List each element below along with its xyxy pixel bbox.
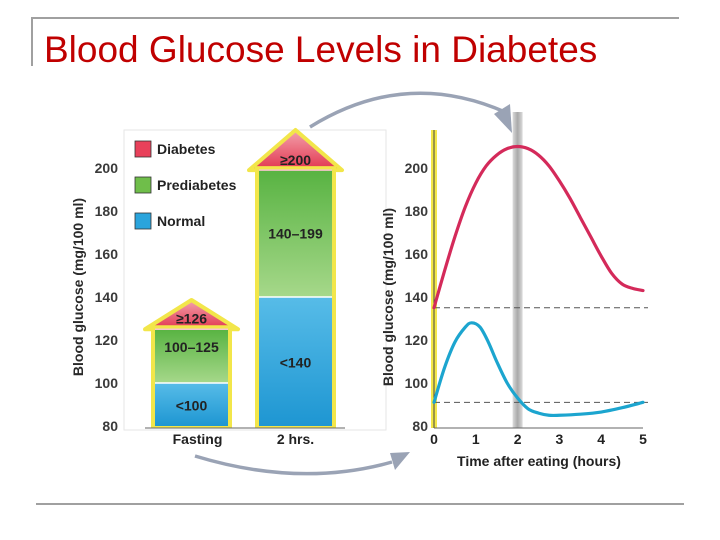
arrow-head-bottom bbox=[390, 452, 410, 470]
slide-title: Blood Glucose Levels in Diabetes bbox=[44, 29, 598, 70]
arrow-connector-top bbox=[309, 91, 506, 129]
bar-label-prediabetes: 140–199 bbox=[268, 226, 323, 242]
legend-swatch-diabetes bbox=[134, 140, 152, 158]
y-tick-label-left: 200 bbox=[95, 160, 119, 176]
y-tick-label-left: 100 bbox=[95, 375, 119, 391]
legend-label-normal: Normal bbox=[157, 213, 205, 229]
y-tick-label-right: 100 bbox=[405, 375, 429, 391]
bar-label-normal: <100 bbox=[176, 398, 208, 414]
y-tick-label-right: 160 bbox=[405, 246, 429, 262]
bar-normal-segment bbox=[155, 383, 228, 426]
bar-prediabetes-segment bbox=[155, 329, 228, 383]
legend-swatch-prediabetes bbox=[134, 176, 152, 194]
y-tick-label-left: 80 bbox=[102, 418, 118, 434]
x-tick-label: 5 bbox=[639, 431, 647, 447]
legend-label-diabetes: Diabetes bbox=[157, 141, 216, 157]
bar-prediabetes-segment bbox=[259, 170, 332, 297]
y-tick-label-right: 80 bbox=[412, 418, 428, 434]
highlight-band bbox=[512, 112, 523, 428]
x-axis-title: Time after eating (hours) bbox=[457, 453, 621, 469]
arrow-connector-bottom bbox=[194, 454, 393, 476]
y-tick-label-left: 160 bbox=[95, 246, 119, 262]
arrow-head-top bbox=[494, 104, 512, 133]
y-tick-label-left: 120 bbox=[95, 332, 119, 348]
series-line-1 bbox=[432, 144, 645, 310]
y-tick-label-right: 200 bbox=[405, 160, 429, 176]
x-tick-label: 4 bbox=[597, 431, 605, 447]
x-tick-label: 3 bbox=[556, 431, 564, 447]
bar-normal-segment bbox=[259, 297, 332, 426]
bar-label-prediabetes: 100–125 bbox=[164, 339, 219, 355]
x-tick-label: 2 bbox=[514, 431, 522, 447]
y-tick-label-right: 140 bbox=[405, 289, 429, 305]
bar-label-normal: <140 bbox=[280, 355, 312, 371]
left-panel-frame bbox=[123, 129, 387, 431]
y-tick-label-left: 180 bbox=[95, 203, 119, 219]
bar-label-diabetes: ≥200 bbox=[280, 152, 311, 168]
legend-swatch-normal bbox=[134, 212, 152, 230]
x-category-label: Fasting bbox=[173, 431, 223, 447]
slide-frame-left bbox=[31, 17, 33, 66]
y-tick-label-right: 120 bbox=[405, 332, 429, 348]
y-axis-title-left: Blood glucose (mg/100 ml) bbox=[70, 198, 86, 376]
x-category-label: 2 hrs. bbox=[277, 431, 314, 447]
y-axis-title-right: Blood glucose (mg/100 ml) bbox=[380, 208, 396, 386]
legend-label-prediabetes: Prediabetes bbox=[157, 177, 237, 193]
y-tick-label-left: 140 bbox=[95, 289, 119, 305]
x-tick-label: 1 bbox=[472, 431, 480, 447]
bar-label-diabetes: ≥126 bbox=[176, 311, 207, 327]
y-tick-label-right: 180 bbox=[405, 203, 429, 219]
series-line-2 bbox=[432, 321, 645, 418]
slide-frame-top bbox=[31, 17, 679, 19]
slide-frame-bottom bbox=[36, 503, 684, 505]
x-tick-label: 0 bbox=[430, 431, 438, 447]
